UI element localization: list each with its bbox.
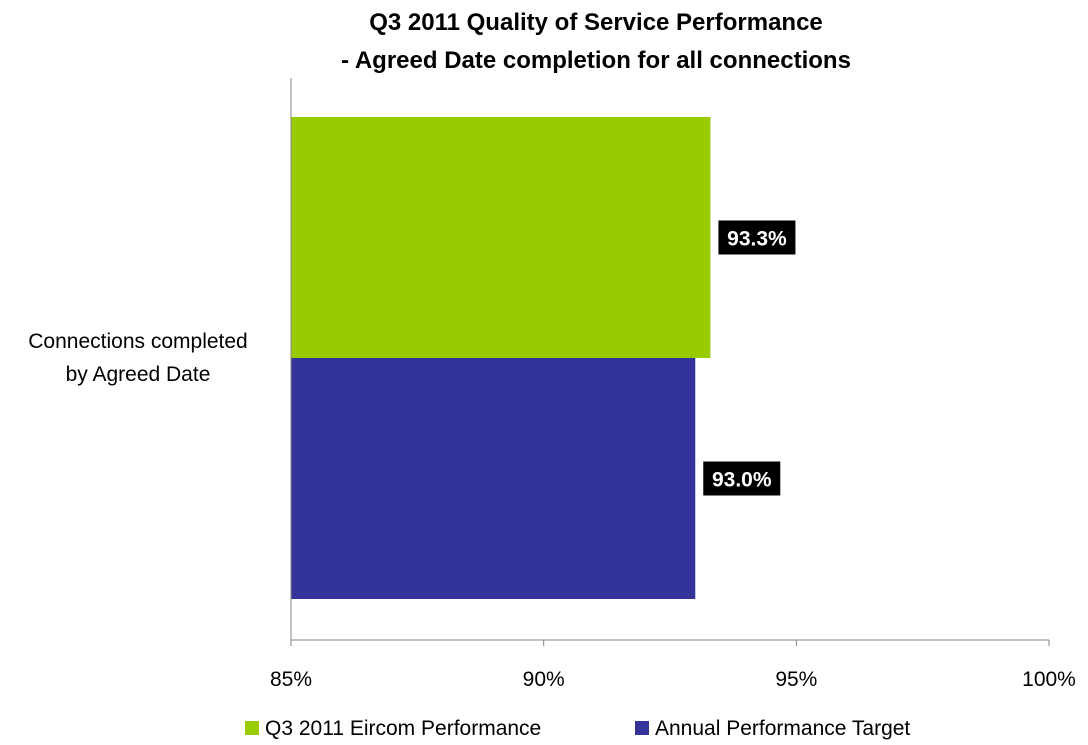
x-tick-label: 90%: [523, 668, 565, 691]
category-label-line-1: Connections completed: [28, 330, 247, 353]
plot-area: 93.3% 93.0%: [291, 117, 796, 599]
x-tick-label: 85%: [270, 668, 312, 691]
chart-subtitle: - Agreed Date completion for all connect…: [341, 47, 851, 74]
data-label: 93.0%: [712, 469, 772, 492]
legend-swatch: [635, 721, 649, 735]
data-label: 93.3%: [727, 228, 787, 251]
data-label-box: [703, 461, 781, 496]
legend-label: Annual Performance Target: [655, 717, 910, 740]
category-label-line-2: by Agreed Date: [66, 363, 211, 386]
data-label-box: [718, 220, 796, 255]
legend: Q3 2011 Eircom Performance Annual Perform…: [245, 717, 910, 740]
x-tick-label: 95%: [775, 668, 817, 691]
bar-eircom-performance: [291, 117, 711, 358]
chart-title: Q3 2011 Quality of Service Performance: [369, 9, 823, 36]
x-tick-label: 100%: [1022, 668, 1076, 691]
bar-performance-target: [291, 358, 696, 599]
legend-swatch: [245, 721, 259, 735]
legend-label: Q3 2011 Eircom Performance: [265, 717, 541, 740]
x-axis-ticks: 85% 90% 95% 100%: [270, 640, 1076, 691]
